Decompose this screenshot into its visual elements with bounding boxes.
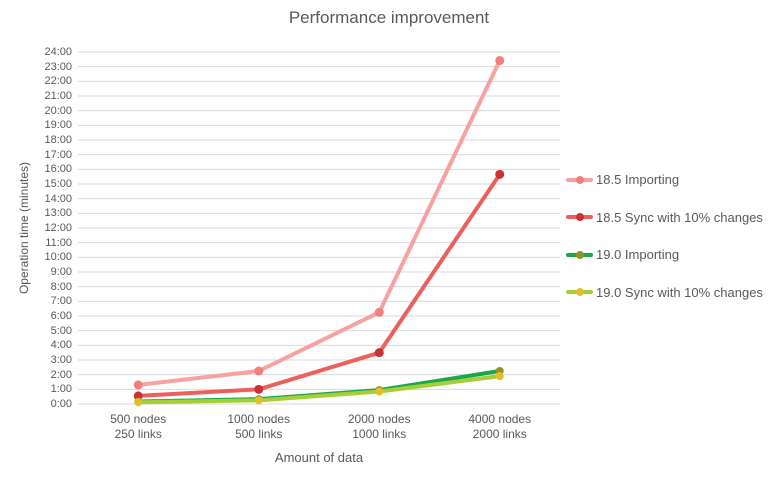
y-tick-label: 8:00 [50, 280, 72, 293]
x-label-line: 2000 links [472, 427, 527, 441]
legend-label: 19.0 Importing [596, 247, 680, 263]
legend: 18.5 Importing 18.5 Sync with 10% change… [566, 161, 763, 311]
y-tick-label: 11:00 [45, 236, 72, 249]
y-tick-label: 17:00 [44, 148, 72, 161]
x-category-label-4000-nodes: 4000 nodes 2000 links [440, 412, 561, 442]
data-point [495, 56, 505, 66]
x-label-line: 500 links [235, 427, 283, 441]
data-point [134, 398, 143, 407]
data-point [374, 348, 384, 358]
y-tick-label: 24:00 [44, 46, 72, 58]
legend-line-marker-icon [566, 213, 593, 222]
legend-item-18-5-sync: 18.5 Sync with 10% changes [566, 199, 763, 237]
series-line-2 [136, 172, 502, 398]
data-point [374, 307, 384, 317]
y-tick-label: 22:00 [44, 75, 72, 88]
y-tick-label: 14:00 [44, 192, 72, 205]
legend-line-marker-icon [566, 250, 593, 259]
y-tick-label: 19:00 [44, 119, 72, 132]
y-tick-label: 23:00 [44, 60, 72, 73]
y-tick-label: 1:00 [50, 383, 72, 396]
y-tick-label: 18:00 [44, 134, 72, 146]
y-tick-label: 16:00 [44, 163, 72, 176]
legend-item-19-0-sync: 19.0 Sync with 10% changes [566, 274, 763, 312]
legend-item-18-5-importing: 18.5 Importing [566, 161, 763, 199]
y-tick-label: 12:00 [44, 222, 72, 234]
data-point [495, 372, 504, 381]
y-tick-label: 2:00 [50, 368, 72, 381]
y-tick-label: 15:00 [44, 178, 72, 190]
y-tick-label: 21:00 [44, 90, 72, 102]
x-label-line: 250 links [114, 427, 162, 441]
y-tick-label: 10:00 [44, 251, 72, 264]
x-label-line: 4000 nodes [468, 412, 532, 426]
data-point [133, 391, 143, 401]
y-tick-label: 6:00 [50, 310, 72, 322]
data-point [133, 380, 143, 390]
x-label-line: 500 nodes [110, 412, 167, 426]
data-point [495, 169, 505, 179]
legend-line-marker-icon [566, 175, 593, 184]
x-label-line: 1000 nodes [227, 412, 291, 426]
y-tick-label: 9:00 [50, 266, 72, 278]
x-label-line: 1000 links [352, 427, 407, 441]
legend-label: 19.0 Sync with 10% changes [596, 284, 763, 300]
x-label-line: 2000 nodes [347, 412, 411, 426]
data-point [254, 396, 263, 405]
y-tick-label: 5:00 [50, 324, 72, 337]
data-point [254, 384, 264, 394]
legend-line-marker-icon [566, 288, 593, 297]
chart-title: Performance improvement [288, 8, 490, 27]
y-tick-label: 4:00 [50, 339, 72, 352]
legend-label: 18.5 Importing [596, 172, 680, 188]
y-tick-label: 0:00 [50, 398, 72, 410]
legend-label: 18.5 Sync with 10% changes [596, 209, 763, 225]
series-line-4 [136, 374, 502, 405]
x-axis-title: Amount of data [274, 450, 364, 465]
x-axis-labels: 500 nodes 250 links 1000 nodes 500 links… [78, 412, 560, 442]
y-axis-tick-labels: 24:00 23:00 22:00 21:00 20:00 19:00 18:00 17:00… [20, 0, 72, 486]
data-point [375, 387, 384, 396]
y-tick-label: 13:00 [44, 207, 72, 220]
legend-item-19-0-importing: 19.0 Importing [566, 236, 763, 274]
x-category-label-1000-nodes: 1000 nodes 500 links [199, 412, 320, 442]
series-line-1 [136, 58, 502, 387]
x-category-label-500-nodes: 500 nodes 250 links [78, 412, 199, 442]
x-category-label-2000-nodes: 2000 nodes 1000 links [319, 412, 440, 442]
y-tick-label: 20:00 [44, 104, 72, 117]
y-tick-label: 3:00 [50, 354, 72, 366]
data-point [254, 366, 264, 376]
y-tick-label: 7:00 [50, 295, 72, 308]
